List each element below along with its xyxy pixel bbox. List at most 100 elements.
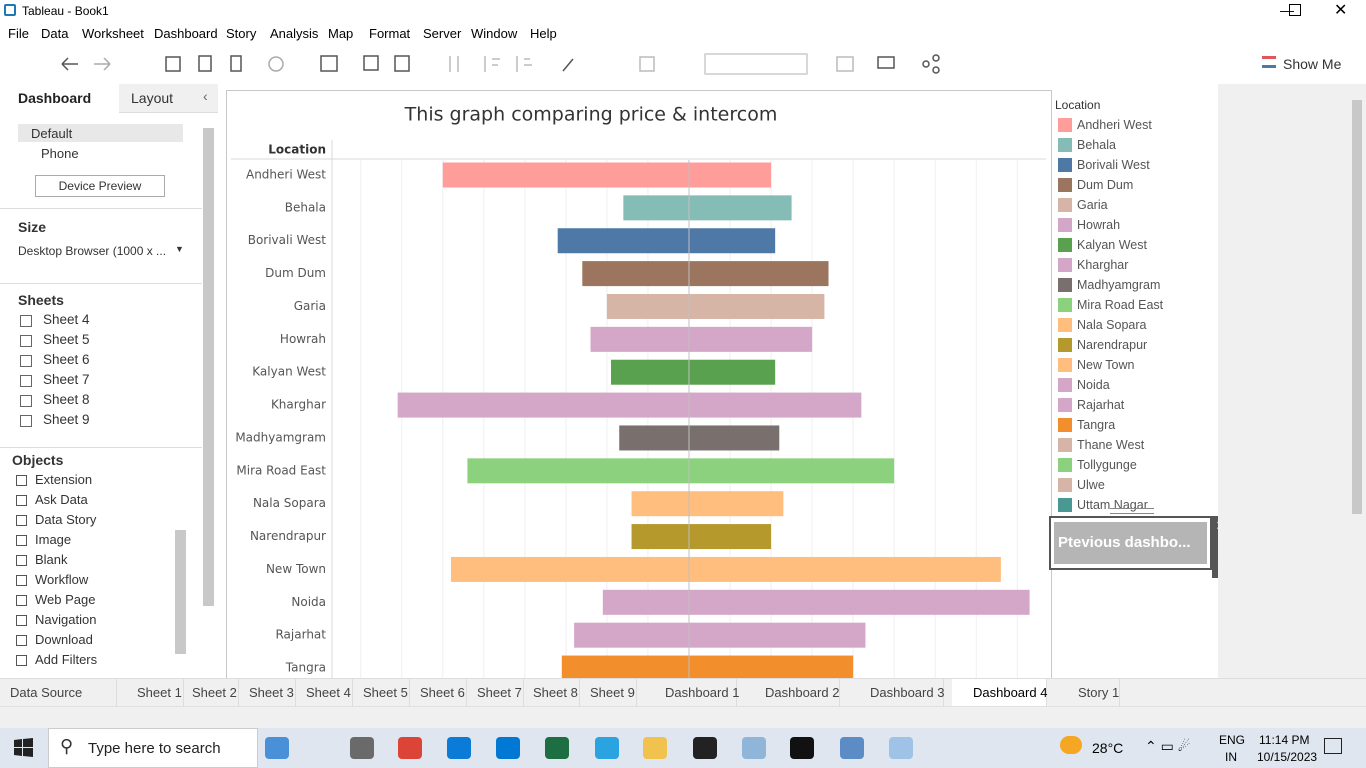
- redo[interactable]: [94, 57, 111, 71]
- show-me[interactable]: Show Me: [1283, 56, 1342, 72]
- taskbar-app[interactable]: [496, 737, 520, 759]
- tab-label[interactable]: Sheet 2: [192, 685, 237, 700]
- taskbar-app[interactable]: [265, 737, 289, 759]
- object-item[interactable]: Ask Data: [35, 492, 88, 507]
- legend-label[interactable]: Narendrapur: [1077, 338, 1148, 352]
- taskbar-app[interactable]: [398, 737, 422, 759]
- tab-dashboard[interactable]: [0, 84, 119, 113]
- object-item[interactable]: Blank: [35, 552, 68, 567]
- minimize[interactable]: —: [1280, 2, 1294, 18]
- labels[interactable]: [639, 56, 655, 72]
- legend-label[interactable]: Kharghar: [1077, 258, 1129, 272]
- device[interactable]: Phone: [41, 146, 79, 161]
- object-item[interactable]: Image: [35, 532, 72, 547]
- tab-label[interactable]: Story 1: [1078, 685, 1120, 700]
- object-item[interactable]: Data Story: [35, 512, 97, 527]
- legend-label[interactable]: Ulwe: [1077, 478, 1105, 492]
- panel-tab[interactable]: Layout: [131, 90, 174, 106]
- panel-tab[interactable]: Dashboard: [18, 90, 92, 106]
- legend-label[interactable]: Behala: [1077, 138, 1116, 152]
- taskbar-app[interactable]: [447, 737, 471, 759]
- taskbar-app[interactable]: [790, 737, 814, 759]
- legend-label[interactable]: New Town: [1077, 358, 1135, 372]
- clock-time[interactable]: 11:14 PM: [1259, 733, 1310, 747]
- taskbar-app[interactable]: [545, 737, 569, 759]
- tray-icons[interactable]: ⌃ ▭ ☄: [1145, 738, 1191, 754]
- scrollbar[interactable]: [203, 128, 214, 606]
- object-item[interactable]: Add Filters: [35, 652, 98, 667]
- maximize[interactable]: [1289, 4, 1301, 16]
- language[interactable]: ENG: [1219, 733, 1246, 747]
- clear[interactable]: [394, 55, 410, 72]
- sheet-item[interactable]: Sheet 8: [43, 392, 90, 407]
- legend-label[interactable]: Thane West: [1077, 438, 1145, 452]
- legend-label[interactable]: Howrah: [1077, 218, 1121, 232]
- menu-item[interactable]: Window: [471, 26, 518, 41]
- sort-desc[interactable]: [516, 56, 532, 72]
- sheet-item[interactable]: Sheet 5: [43, 332, 90, 347]
- object-item[interactable]: Web Page: [35, 592, 96, 607]
- taskbar-app[interactable]: [643, 737, 667, 759]
- taskbar-app[interactable]: [889, 737, 913, 759]
- menu-item[interactable]: Server: [423, 26, 462, 41]
- legend-label[interactable]: Mira Road East: [1077, 298, 1164, 312]
- swap[interactable]: [449, 56, 459, 72]
- weather[interactable]: 28°C: [1092, 740, 1124, 756]
- close[interactable]: ✕: [1334, 2, 1348, 19]
- sheet-item[interactable]: Sheet 6: [43, 352, 90, 367]
- object-item[interactable]: Navigation: [35, 612, 97, 627]
- clock-date[interactable]: 10/15/2023: [1257, 750, 1318, 764]
- legend-label[interactable]: Tollygunge: [1077, 458, 1137, 472]
- collapse[interactable]: ‹: [203, 88, 208, 104]
- menu-item[interactable]: Story: [226, 26, 257, 41]
- duplicate[interactable]: [363, 55, 379, 71]
- undo[interactable]: [61, 57, 78, 71]
- menu-item[interactable]: Data: [41, 26, 69, 41]
- tab-label[interactable]: Sheet 3: [249, 685, 294, 700]
- tab-label[interactable]: Sheet 8: [533, 685, 578, 700]
- tab-label[interactable]: Dashboard 2: [765, 685, 840, 700]
- menu-item[interactable]: Format: [369, 26, 411, 41]
- menu-item[interactable]: Analysis: [270, 26, 319, 41]
- save[interactable]: [165, 56, 181, 72]
- taskbar-app[interactable]: [742, 737, 766, 759]
- legend-label[interactable]: Nala Sopara: [1077, 318, 1147, 332]
- taskbar-app[interactable]: [350, 737, 374, 759]
- legend-label[interactable]: Madhyamgram: [1077, 278, 1161, 292]
- presentation[interactable]: [877, 56, 895, 69]
- tab-label[interactable]: Dashboard 1: [665, 685, 740, 700]
- cards[interactable]: [836, 56, 854, 72]
- tab-label[interactable]: Sheet 7: [477, 685, 522, 700]
- device[interactable]: Default: [31, 126, 73, 141]
- legend-label[interactable]: Andheri West: [1077, 118, 1152, 132]
- menu-item[interactable]: Help: [530, 26, 557, 41]
- tab-label[interactable]: Sheet 4: [306, 685, 351, 700]
- sheet-item[interactable]: Sheet 4: [43, 314, 90, 327]
- pause[interactable]: [230, 55, 242, 72]
- tab-label[interactable]: Sheet 1: [137, 685, 182, 700]
- menu-item[interactable]: File: [8, 26, 29, 41]
- legend-label[interactable]: Tangra: [1077, 418, 1116, 432]
- fit-dropdown[interactable]: [704, 53, 808, 75]
- taskbar-app[interactable]: [840, 737, 864, 759]
- refresh[interactable]: [268, 56, 284, 72]
- tab-label[interactable]: Sheet 6: [420, 685, 465, 700]
- scrollbar[interactable]: [1352, 100, 1362, 514]
- tab-label[interactable]: Sheet 9: [590, 685, 635, 700]
- new-sheet[interactable]: [320, 55, 338, 72]
- sheet-item[interactable]: Sheet 7: [43, 372, 90, 387]
- tab-label[interactable]: Dashboard 3: [870, 685, 945, 700]
- share[interactable]: [922, 60, 930, 68]
- device-preview-button[interactable]: Device Preview: [35, 175, 165, 197]
- notifications[interactable]: [1324, 738, 1342, 754]
- menu-item[interactable]: Dashboard: [154, 26, 218, 41]
- object-item[interactable]: Download: [35, 632, 93, 647]
- new-datasource[interactable]: [198, 55, 212, 72]
- tab-label[interactable]: Dashboard 4: [973, 685, 1048, 700]
- start-button[interactable]: [14, 738, 34, 758]
- object-item[interactable]: Workflow: [35, 572, 89, 587]
- size-dropdown[interactable]: Desktop Browser (1000 x ...: [18, 244, 167, 258]
- drag-handle[interactable]: [1110, 508, 1154, 514]
- tab-label[interactable]: Sheet 5: [363, 685, 408, 700]
- navigation-button[interactable]: Ptevious dashbo...: [1054, 522, 1207, 564]
